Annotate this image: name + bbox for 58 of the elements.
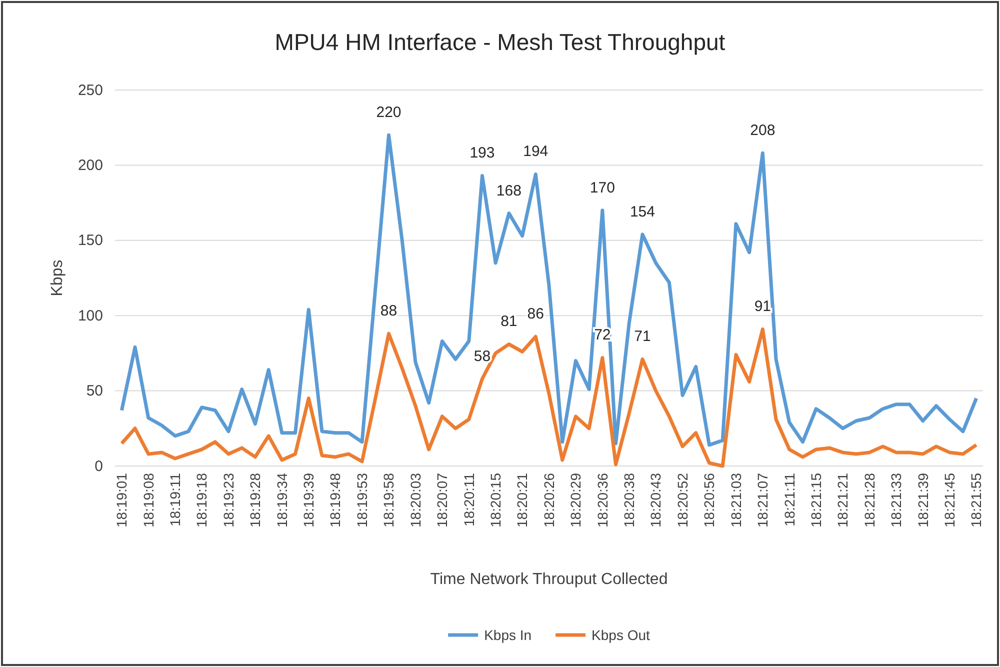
x-tick-label: 18:21:33 [888, 472, 904, 528]
x-tick-label: 18:20:29 [568, 472, 584, 528]
x-tick-label: 18:20:36 [594, 472, 610, 528]
line-series [120, 327, 978, 468]
x-tick-label: 18:19:18 [194, 472, 210, 528]
legend-label: Kbps Out [592, 627, 650, 643]
data-label: 91 [754, 298, 772, 316]
x-tick-label: 18:20:43 [648, 472, 664, 528]
x-tick-label: 18:20:11 [460, 472, 477, 526]
y-tick-label: 150 [78, 232, 103, 250]
x-tick-label: 18:19:58 [380, 472, 397, 528]
x-tick-label: 18:19:28 [247, 472, 264, 528]
x-tick-label: 18:21:11 [781, 472, 798, 526]
data-label: 168 [496, 182, 522, 200]
x-tick-label: 18:21:45 [942, 472, 958, 528]
x-tick-label: 18:19:34 [274, 472, 290, 528]
x-tick-label: 18:20:26 [540, 472, 557, 528]
data-label: 194 [523, 143, 548, 160]
x-tick-label: 18:21:39 [914, 472, 931, 528]
x-tick-label: 18:19:23 [220, 472, 236, 528]
y-tick-label: 100 [78, 307, 103, 324]
x-tick-label: 18:21:03 [728, 472, 744, 528]
x-tick-label: 18:21:07 [754, 472, 771, 528]
data-label: 154 [630, 203, 655, 220]
x-tick-label: 18:21:55 [968, 472, 984, 528]
y-tick-label: 0 [94, 458, 103, 475]
x-tick-label: 18:20:21 [514, 472, 530, 528]
data-label: 81 [500, 313, 518, 330]
data-label: 58 [474, 348, 491, 365]
y-tick-label: 250 [78, 82, 103, 99]
x-tick-label: 18:20:03 [407, 472, 424, 528]
x-tick-label: 18:19:01 [114, 472, 130, 528]
x-tick-label: 18:19:08 [140, 472, 156, 528]
chart-title: MPU4 HM Interface - Mesh Test Throughput [274, 29, 726, 55]
y-tick-label: 200 [78, 157, 103, 174]
data-label: 193 [470, 144, 495, 162]
x-tick-label: 18:19:48 [327, 472, 344, 528]
data-label: 220 [376, 104, 402, 122]
x-tick-label: 18:21:21 [834, 472, 851, 528]
data-label: 86 [527, 306, 544, 323]
x-tick-label: 18:19:53 [354, 472, 370, 528]
data-label: 71 [634, 328, 651, 346]
x-tick-label: 18:21:28 [861, 472, 878, 528]
data-label: 170 [590, 179, 615, 196]
x-tick-label: 18:21:15 [808, 472, 824, 528]
y-axis-title: Kbps [49, 260, 66, 296]
data-label: 208 [750, 122, 776, 140]
x-tick-label: 18:19:11 [166, 472, 183, 526]
x-tick-label: 18:20:52 [674, 472, 690, 528]
x-tick-label: 18:20:38 [621, 472, 638, 528]
x-tick-label: 18:20:56 [701, 472, 718, 528]
x-tick-label: 18:20:15 [487, 472, 504, 528]
legend-label: Kbps In [484, 627, 532, 643]
x-tick-label: 18:19:39 [300, 472, 317, 528]
y-tick-label: 50 [86, 382, 103, 400]
x-axis-title: Time Network Throuput Collected [430, 571, 668, 588]
data-label: 88 [380, 302, 398, 320]
x-tick-label: 18:20:07 [434, 472, 450, 528]
